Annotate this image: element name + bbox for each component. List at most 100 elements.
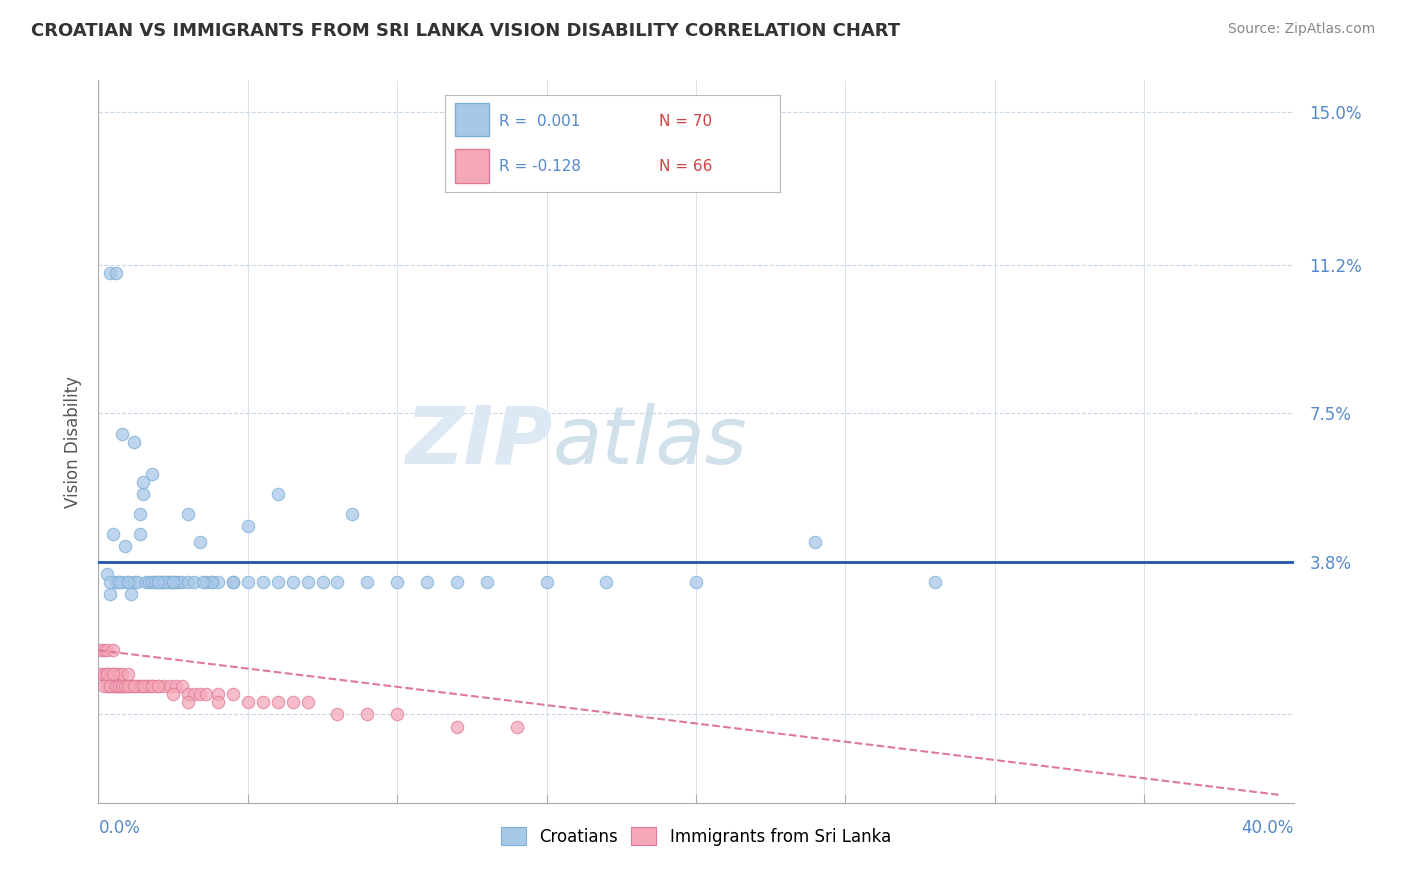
Point [148,680,170,694]
Point [96,667,118,681]
Point [172,680,194,694]
Point [195,687,218,701]
Point [536,574,558,589]
Point [506,719,529,733]
Point [105,574,128,589]
Text: CROATIAN VS IMMIGRANTS FROM SRI LANKA VISION DISABILITY CORRELATION CHART: CROATIAN VS IMMIGRANTS FROM SRI LANKA VI… [31,22,900,40]
Point [281,574,304,589]
Point [98,266,122,280]
Point [96,680,118,694]
Point [117,680,139,694]
Point [117,667,139,681]
Point [162,574,184,589]
Point [207,696,229,710]
Point [159,680,181,694]
Point [297,696,319,710]
Point [148,680,170,694]
Point [93,667,115,681]
Point [96,567,118,582]
Text: atlas: atlas [553,402,748,481]
Point [267,574,290,589]
Point [191,574,214,589]
Point [108,680,131,694]
Point [141,574,163,589]
Point [236,574,259,589]
Point [342,507,364,521]
Point [105,680,128,694]
Text: ZIP: ZIP [405,402,553,481]
Point [127,680,149,694]
Point [236,696,259,710]
Point [141,680,163,694]
Point [124,574,146,589]
Point [141,680,163,694]
Point [120,680,142,694]
Point [385,707,409,722]
Point [326,707,349,722]
Point [96,667,118,681]
Point [201,574,224,589]
Point [103,680,125,694]
Point [98,667,122,681]
Point [153,574,176,589]
Point [103,667,125,681]
Point [162,687,184,701]
Point [129,526,152,541]
Point [124,680,146,694]
Point [108,574,131,589]
Point [252,696,274,710]
Point [105,680,128,694]
Point [135,680,157,694]
Point [132,487,155,501]
Point [124,434,146,449]
Point [267,487,290,501]
Point [138,574,160,589]
Point [93,643,115,657]
Point [105,266,128,280]
Point [595,574,617,589]
Point [153,574,176,589]
Point [416,574,439,589]
Point [127,574,149,589]
Point [98,574,122,589]
Point [150,574,173,589]
Point [93,680,115,694]
Point [98,587,122,601]
Point [207,687,229,701]
Point [111,426,134,441]
Point [183,574,205,589]
Point [236,519,259,533]
Point [267,696,290,710]
Point [156,574,179,589]
Point [114,680,136,694]
Point [165,574,187,589]
Point [114,680,136,694]
Point [143,574,166,589]
Point [177,574,200,589]
Point [177,696,200,710]
Point [103,667,125,681]
Point [108,667,131,681]
Point [114,539,136,553]
Point [111,680,134,694]
Point [188,687,211,701]
Point [222,687,245,701]
Point [167,574,190,589]
Point [162,574,184,589]
Point [148,574,170,589]
Point [356,707,378,722]
Point [385,574,409,589]
Point [195,574,218,589]
Point [129,507,152,521]
Point [165,680,187,694]
Point [222,574,245,589]
Point [90,643,112,657]
Point [685,574,707,589]
Point [148,574,170,589]
Point [177,687,200,701]
Point [153,680,176,694]
Point [132,680,155,694]
Point [446,574,468,589]
Point [446,719,468,733]
Point [111,680,134,694]
